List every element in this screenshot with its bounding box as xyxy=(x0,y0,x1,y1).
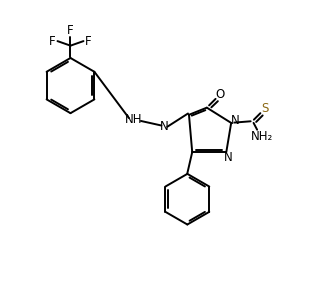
Text: N: N xyxy=(224,151,232,164)
Text: F: F xyxy=(85,35,92,48)
Text: O: O xyxy=(215,88,225,101)
Text: F: F xyxy=(67,24,74,37)
Text: NH: NH xyxy=(125,113,142,126)
Text: N: N xyxy=(231,114,240,127)
Text: N: N xyxy=(160,120,169,133)
Text: NH₂: NH₂ xyxy=(251,130,273,143)
Text: F: F xyxy=(49,35,56,48)
Text: S: S xyxy=(261,102,269,115)
